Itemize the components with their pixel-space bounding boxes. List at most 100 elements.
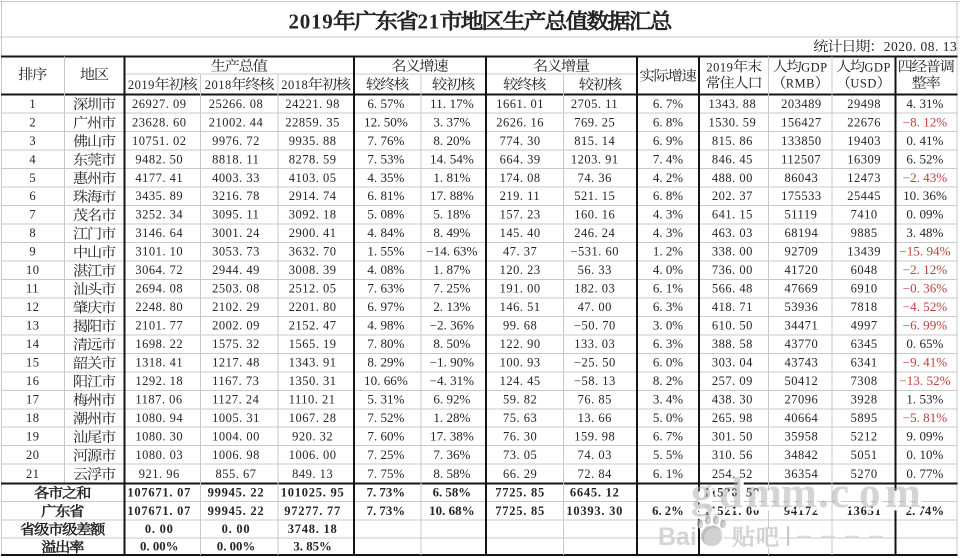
- svg-text:2102. 29: 2102. 29: [212, 300, 260, 314]
- svg-text:10751. 02: 10751. 02: [132, 134, 187, 148]
- svg-text:3095. 11: 3095. 11: [212, 208, 259, 222]
- svg-text:74. 36: 74. 36: [578, 171, 612, 185]
- svg-text:9: 9: [29, 245, 36, 259]
- svg-text:1: 1: [29, 97, 36, 111]
- svg-text:1530. 59: 1530. 59: [709, 115, 757, 129]
- svg-text:107671. 07: 107671. 07: [127, 504, 191, 518]
- svg-text:9935. 88: 9935. 88: [289, 134, 337, 148]
- svg-text:21002. 44: 21002. 44: [209, 115, 264, 129]
- svg-text:GDP: GDP: [801, 60, 828, 74]
- svg-text:6: 6: [29, 189, 36, 203]
- svg-text:7308: 7308: [851, 374, 878, 388]
- svg-text:10. 68%: 10. 68%: [429, 504, 475, 518]
- svg-text:310. 56: 310. 56: [712, 448, 753, 462]
- svg-text:99945. 22: 99945. 22: [208, 504, 265, 518]
- svg-text:8. 58%: 8. 58%: [433, 467, 470, 481]
- svg-text:10393. 30: 10393. 30: [566, 504, 623, 518]
- svg-text:6. 3%: 6. 3%: [653, 300, 683, 314]
- svg-text:1. 53%: 1. 53%: [906, 393, 943, 407]
- svg-text:145. 40: 145. 40: [500, 226, 541, 240]
- svg-text:47. 37: 47. 37: [503, 245, 537, 259]
- svg-text:Bai: Bai: [660, 525, 699, 553]
- svg-text:2019: 2019: [289, 10, 334, 34]
- svg-text:5. 08%: 5. 08%: [367, 208, 404, 222]
- svg-text:8. 50%: 8. 50%: [433, 337, 470, 351]
- svg-text:0. 10%: 0. 10%: [906, 448, 943, 462]
- svg-text:29498: 29498: [847, 97, 881, 111]
- svg-text:10. 66%: 10. 66%: [364, 374, 408, 388]
- svg-text:3001. 24: 3001. 24: [212, 226, 260, 240]
- svg-text:68194: 68194: [785, 226, 819, 240]
- svg-text:301. 50: 301. 50: [712, 430, 753, 444]
- svg-text:1343. 88: 1343. 88: [709, 97, 757, 111]
- svg-text:1. 2%: 1. 2%: [653, 245, 683, 259]
- svg-text:1350. 31: 1350. 31: [289, 374, 337, 388]
- svg-text:1167. 73: 1167. 73: [212, 374, 259, 388]
- svg-text:1698. 22: 1698. 22: [135, 337, 183, 351]
- svg-text:2020. 08. 13: 2020. 08. 13: [884, 39, 958, 54]
- svg-text:11520. 59: 11520. 59: [704, 486, 760, 500]
- svg-text:−25. 50: −25. 50: [574, 356, 616, 370]
- svg-text:−4. 52%: −4. 52%: [903, 300, 948, 314]
- svg-text:13439: 13439: [847, 245, 881, 259]
- svg-text:6. 81%: 6. 81%: [367, 189, 404, 203]
- svg-text:RMB: RMB: [786, 77, 815, 91]
- svg-text:99945. 22: 99945. 22: [208, 486, 265, 500]
- svg-text:1292. 18: 1292. 18: [135, 374, 183, 388]
- svg-text:5. 5%: 5. 5%: [653, 448, 683, 462]
- svg-text:5051: 5051: [851, 448, 878, 462]
- svg-text:7. 4%: 7. 4%: [653, 152, 683, 166]
- svg-text:4. 3%: 4. 3%: [653, 208, 683, 222]
- svg-text:112507: 112507: [781, 152, 821, 166]
- svg-text:566. 48: 566. 48: [712, 282, 753, 296]
- svg-text:338. 00: 338. 00: [712, 245, 753, 259]
- svg-text:6. 9%: 6. 9%: [653, 134, 683, 148]
- svg-text:1187. 06: 1187. 06: [135, 393, 182, 407]
- svg-text:2900. 41: 2900. 41: [289, 226, 337, 240]
- svg-text:USD: USD: [850, 77, 877, 91]
- svg-text:254. 52: 254. 52: [712, 467, 753, 481]
- svg-text:40664: 40664: [785, 411, 819, 425]
- svg-text:1005. 31: 1005. 31: [212, 411, 260, 425]
- svg-text:1080. 03: 1080. 03: [135, 448, 183, 462]
- svg-text:855. 67: 855. 67: [216, 467, 257, 481]
- svg-text:3092. 18: 3092. 18: [289, 208, 337, 222]
- svg-text:2. 74%: 2. 74%: [906, 504, 945, 518]
- svg-text:3146. 64: 3146. 64: [135, 226, 183, 240]
- svg-text:4003. 33: 4003. 33: [212, 171, 260, 185]
- svg-text:13: 13: [26, 319, 40, 333]
- svg-text:815. 14: 815. 14: [574, 134, 615, 148]
- svg-text:7. 76%: 7. 76%: [367, 134, 404, 148]
- svg-text:3. 85%: 3. 85%: [293, 540, 332, 554]
- svg-text:203489: 203489: [781, 97, 822, 111]
- svg-text:5212: 5212: [851, 430, 878, 444]
- svg-text:7. 73%: 7. 73%: [367, 486, 406, 500]
- svg-text:6910: 6910: [851, 282, 878, 296]
- svg-text:156427: 156427: [781, 115, 822, 129]
- svg-text:7725. 85: 7725. 85: [495, 486, 545, 500]
- svg-text:1080. 30: 1080. 30: [135, 430, 183, 444]
- svg-text:388. 58: 388. 58: [712, 337, 753, 351]
- svg-text:4. 0%: 4. 0%: [653, 263, 683, 277]
- svg-text:0. 00: 0. 00: [145, 522, 174, 536]
- svg-text:120. 23: 120. 23: [500, 263, 541, 277]
- svg-text:3216. 78: 3216. 78: [212, 189, 260, 203]
- svg-text:6. 0%: 6. 0%: [653, 356, 683, 370]
- svg-text:GDP: GDP: [864, 60, 891, 74]
- svg-text:2152. 47: 2152. 47: [289, 319, 337, 333]
- svg-text:4177. 41: 4177. 41: [135, 171, 183, 185]
- svg-text:521. 15: 521. 15: [574, 189, 615, 203]
- svg-text:86043: 86043: [785, 171, 819, 185]
- svg-text:1565. 19: 1565. 19: [289, 337, 337, 351]
- svg-text:97277. 77: 97277. 77: [284, 504, 341, 518]
- svg-text:488. 00: 488. 00: [712, 171, 753, 185]
- svg-text:7. 80%: 7. 80%: [367, 337, 404, 351]
- svg-text:8. 2%: 8. 2%: [653, 374, 683, 388]
- svg-text:219. 11: 219. 11: [500, 189, 541, 203]
- svg-text:5. 0%: 5. 0%: [653, 411, 683, 425]
- svg-text:1110. 21: 1110. 21: [289, 393, 336, 407]
- svg-text:1004. 00: 1004. 00: [212, 430, 260, 444]
- svg-text:146. 51: 146. 51: [500, 300, 541, 314]
- svg-text:6. 8%: 6. 8%: [653, 115, 683, 129]
